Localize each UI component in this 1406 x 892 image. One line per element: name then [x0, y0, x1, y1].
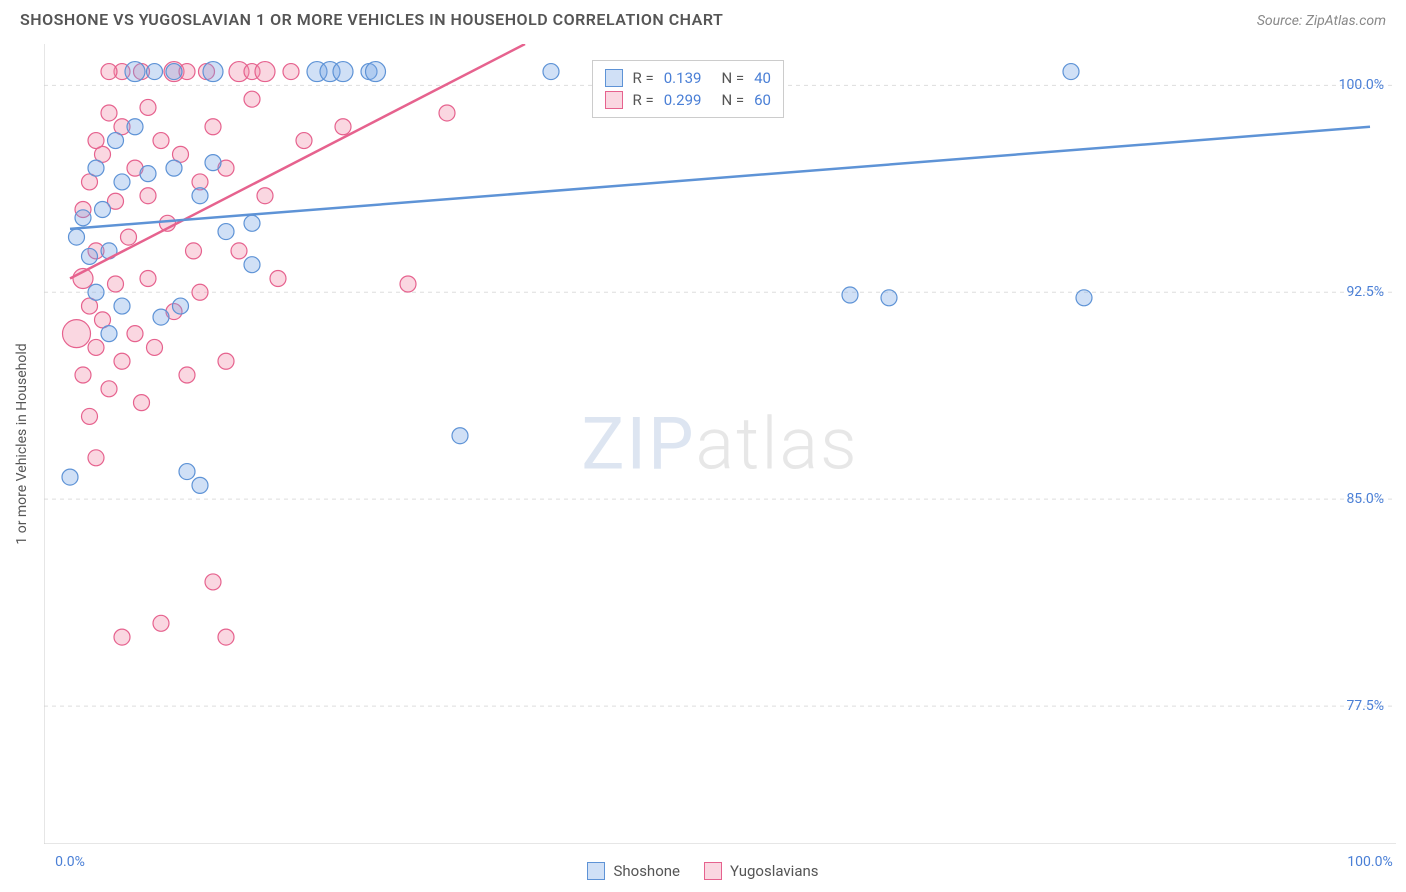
- r-value: 0.299: [664, 91, 702, 109]
- y-tick-label: 85.0%: [1346, 491, 1384, 507]
- n-label: N =: [721, 91, 744, 109]
- y-axis-label: 1 or more Vehicles in Household: [14, 343, 30, 544]
- info-row: R = 0.299 N = 60: [605, 89, 771, 111]
- legend-swatch: [605, 91, 623, 109]
- chart-source: Source: ZipAtlas.com: [1257, 13, 1386, 29]
- r-label: R =: [633, 69, 654, 87]
- scatter-plot: [44, 44, 1396, 844]
- legend-swatch: [605, 69, 623, 87]
- legend-label: Shoshone: [613, 862, 680, 880]
- chart-area: 1 or more Vehicles in Household ZIPatlas…: [44, 44, 1396, 844]
- r-label: R =: [633, 91, 654, 109]
- y-tick-label: 77.5%: [1346, 698, 1384, 714]
- info-row: R = 0.139 N = 40: [605, 67, 771, 89]
- bottom-legend: Shoshone Yugoslavians: [0, 862, 1406, 880]
- legend-item: Yugoslavians: [704, 862, 819, 880]
- correlation-info-box: R = 0.139 N = 40 R = 0.299 N = 60: [592, 60, 784, 118]
- y-tick-label: 100.0%: [1339, 77, 1384, 93]
- y-tick-label: 92.5%: [1346, 284, 1384, 300]
- chart-title: SHOSHONE VS YUGOSLAVIAN 1 OR MORE VEHICL…: [20, 10, 723, 29]
- legend-swatch: [587, 862, 605, 880]
- n-label: N =: [721, 69, 744, 87]
- n-value: 40: [754, 69, 771, 87]
- legend-item: Shoshone: [587, 862, 680, 880]
- legend-swatch: [704, 862, 722, 880]
- n-value: 60: [754, 91, 771, 109]
- legend-label: Yugoslavians: [730, 862, 819, 880]
- r-value: 0.139: [664, 69, 702, 87]
